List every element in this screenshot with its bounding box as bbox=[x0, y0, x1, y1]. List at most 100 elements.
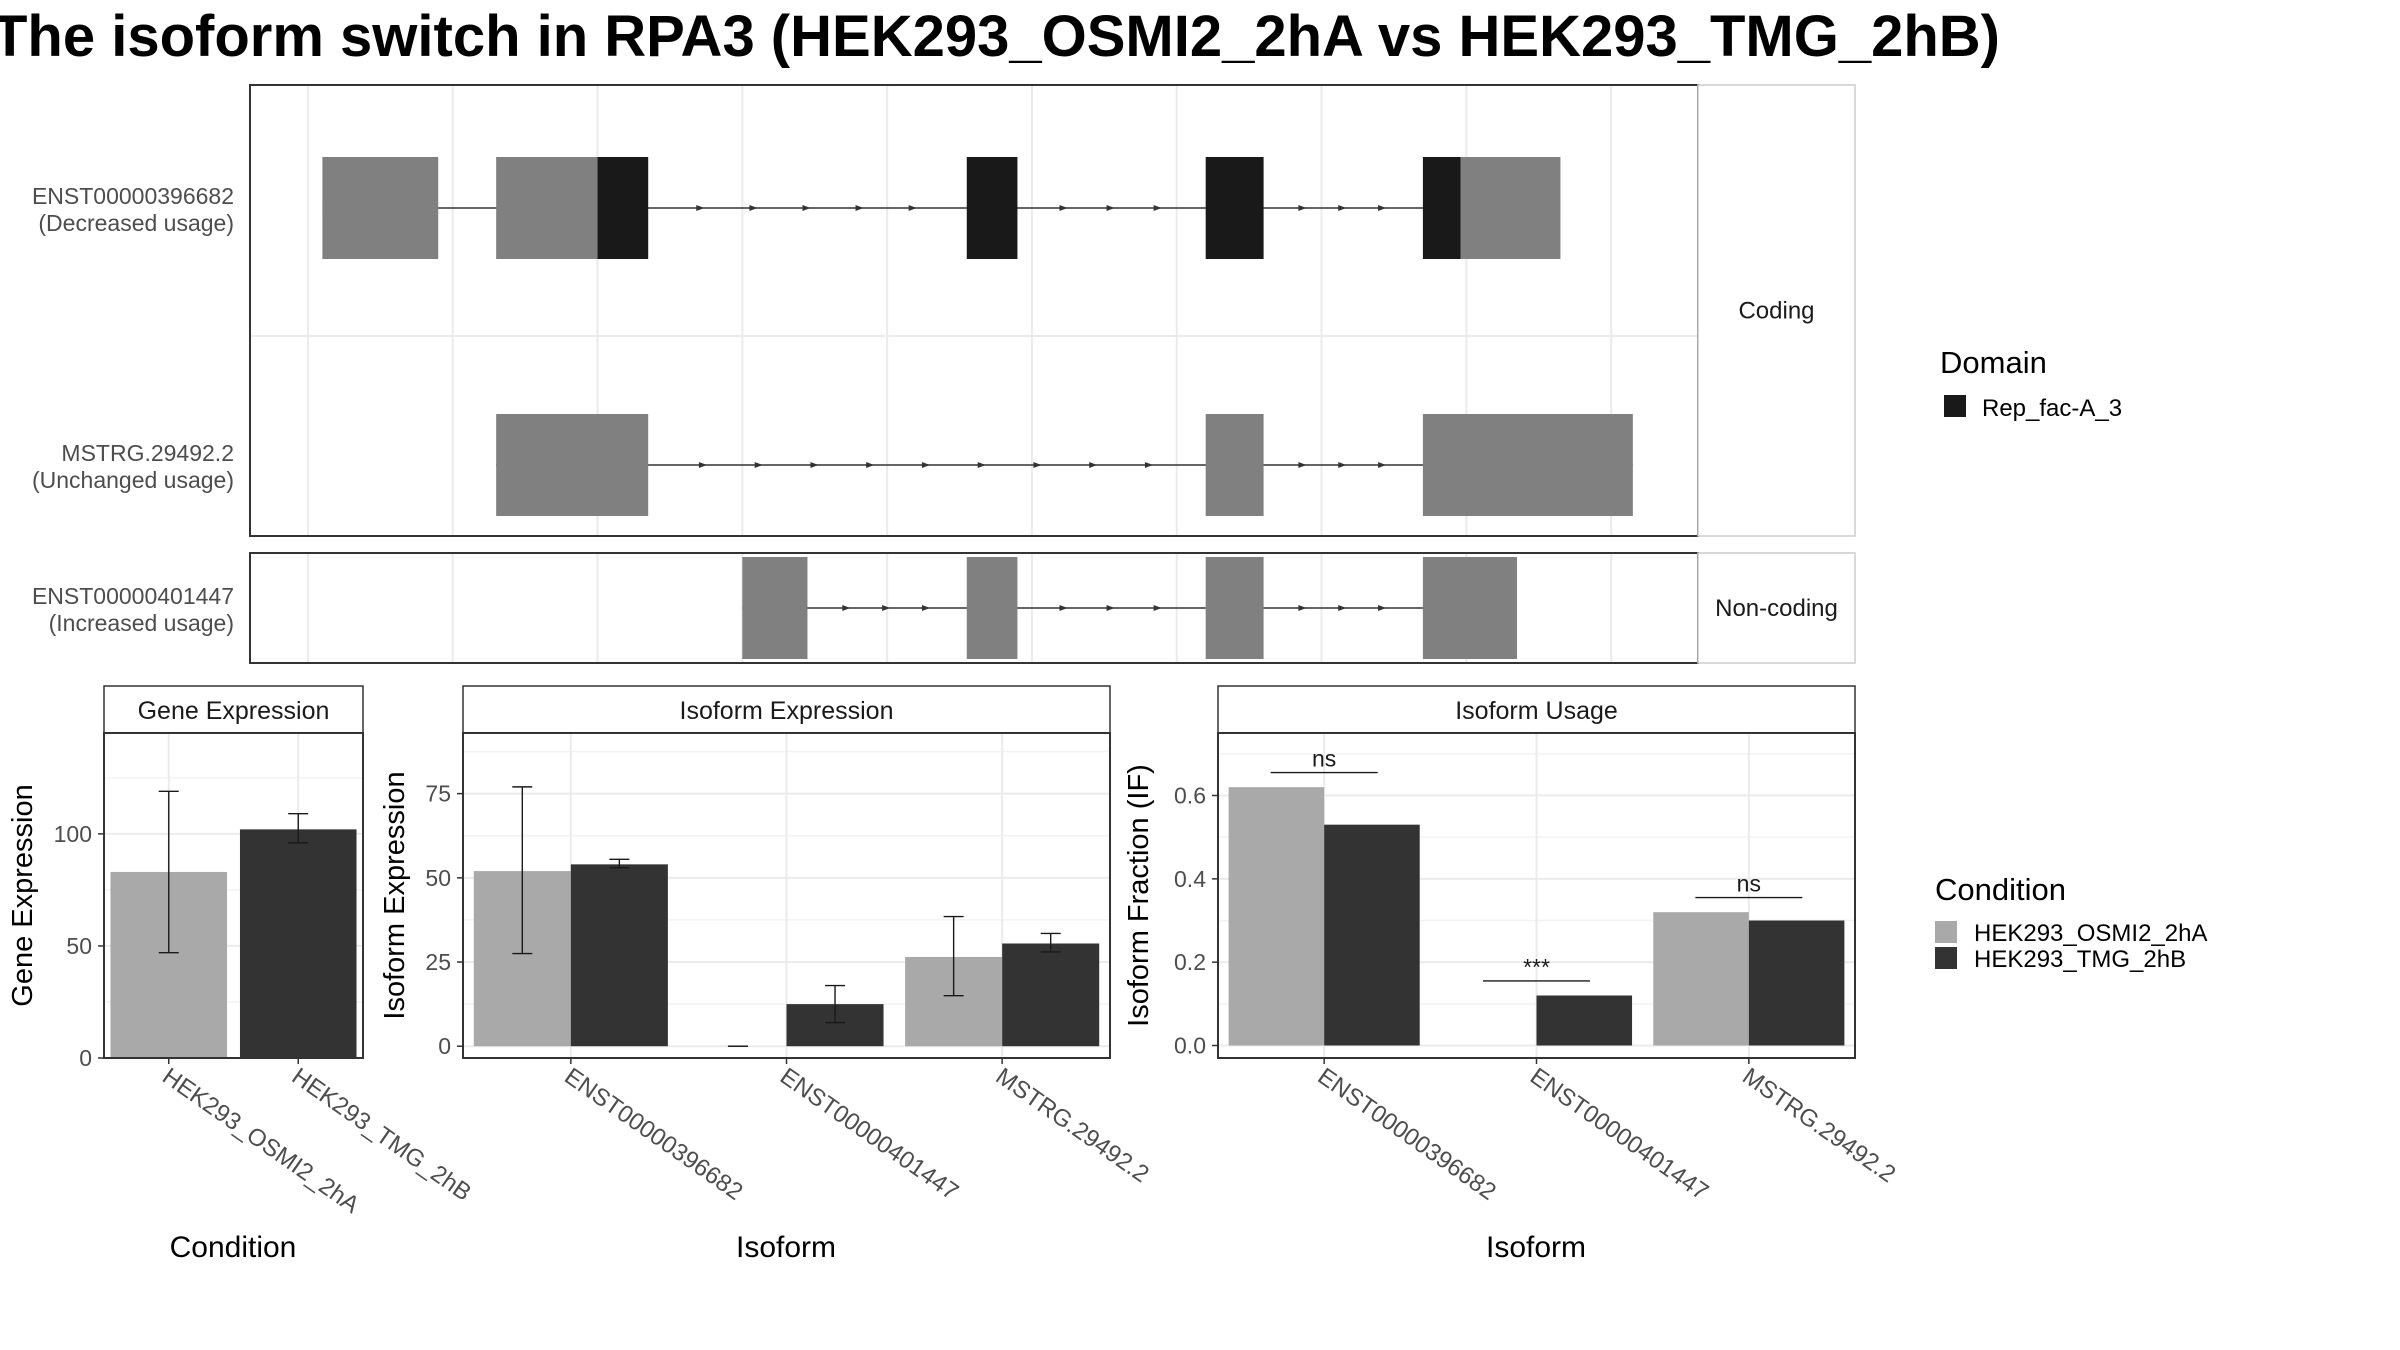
transcript-track bbox=[742, 557, 1517, 659]
y-tick-label: 75 bbox=[425, 781, 451, 807]
y-axis-label: Isoform Fraction (IF) bbox=[1123, 764, 1155, 1027]
panel-strip bbox=[103, 685, 364, 734]
legend-key bbox=[1935, 921, 1957, 943]
exon bbox=[1422, 414, 1633, 516]
transcript-track bbox=[322, 157, 1561, 259]
x-axis-label: Condition bbox=[170, 1231, 297, 1264]
x-axis-label: Isoform bbox=[1486, 1231, 1586, 1264]
intron-arrow bbox=[1106, 205, 1115, 211]
bar bbox=[1653, 912, 1749, 1046]
bar bbox=[1536, 995, 1633, 1046]
y-tick-label: 25 bbox=[425, 949, 451, 975]
cds-exon bbox=[577, 157, 598, 259]
intron-arrow bbox=[882, 605, 891, 611]
y-tick-label: 0 bbox=[438, 1033, 451, 1059]
x-tick-label: ENST00000396682 bbox=[1313, 1063, 1501, 1206]
exon bbox=[322, 157, 439, 259]
legend-label: Rep_fac-A_3 bbox=[1982, 395, 2122, 422]
transcript-usage-label: (Decreased usage) bbox=[38, 210, 234, 236]
intron-arrow bbox=[1153, 205, 1162, 211]
intron-arrow bbox=[810, 462, 819, 468]
intron-arrow bbox=[855, 205, 864, 211]
bar-plots: Gene Expression050100HEK293_OSMI2_2hAHEK… bbox=[7, 685, 1900, 1264]
intron-arrow bbox=[1059, 205, 1068, 211]
bar-panel-2: Isoform Expression 0 25 50 75 ENST00000396682… bbox=[379, 685, 1154, 1264]
intron-arrow bbox=[1144, 462, 1153, 468]
x-axis-label: Isoform bbox=[736, 1231, 836, 1264]
structure-panel-1: Non-coding bbox=[249, 552, 1856, 664]
intron-arrow bbox=[1059, 605, 1068, 611]
transcript-usage-label: (Increased usage) bbox=[49, 610, 234, 636]
domain-exon bbox=[597, 157, 649, 259]
intron-arrow bbox=[754, 462, 763, 468]
legends: Domain Rep_fac-A_3 Condition HEK293_OSMI2_2… bbox=[1935, 345, 2207, 973]
x-tick-label: ENST00000396682 bbox=[559, 1063, 747, 1206]
bar bbox=[1748, 920, 1845, 1046]
y-tick-label: 50 bbox=[66, 933, 92, 959]
legend-title: Condition bbox=[1935, 872, 2066, 907]
intron-arrow bbox=[1298, 462, 1307, 468]
legend-label: HEK293_OSMI2_2hA bbox=[1974, 920, 2207, 947]
bar bbox=[1002, 943, 1100, 1047]
legend-key bbox=[1944, 395, 1966, 417]
intron-arrow bbox=[866, 462, 875, 468]
intron-arrow bbox=[1089, 462, 1098, 468]
y-axis-label: Gene Expression bbox=[7, 784, 39, 1006]
gene-structure-plot: Coding ENST00000396682(Decreased usage) MS… bbox=[32, 84, 1856, 664]
exon bbox=[496, 414, 649, 516]
y-tick-label: 0.2 bbox=[1174, 949, 1206, 975]
significance-label: ns bbox=[1312, 746, 1336, 772]
y-tick-label: 0.6 bbox=[1174, 783, 1206, 809]
panel-title: Isoform Usage bbox=[1455, 697, 1618, 725]
intron-arrow bbox=[1378, 462, 1387, 468]
x-tick-label: ENST00000401447 bbox=[1525, 1063, 1713, 1206]
legend-key bbox=[1935, 947, 1957, 969]
y-tick-label: 50 bbox=[425, 865, 451, 891]
intron-arrow bbox=[1298, 605, 1307, 611]
y-tick-label: 0 bbox=[79, 1045, 92, 1071]
significance-label: ns bbox=[1737, 871, 1761, 897]
panel-border bbox=[103, 732, 364, 1059]
bar bbox=[1228, 787, 1325, 1046]
intron-arrow bbox=[1378, 205, 1387, 211]
domain-legend: Domain Rep_fac-A_3 bbox=[1940, 345, 2122, 422]
transcript-track bbox=[496, 414, 1633, 516]
intron-arrow bbox=[921, 462, 930, 468]
intron-arrow bbox=[842, 605, 851, 611]
panel-title: Isoform Expression bbox=[680, 697, 894, 725]
intron-arrow bbox=[977, 462, 986, 468]
structure-panel-0: Coding bbox=[249, 84, 1856, 537]
cds-exon bbox=[1460, 157, 1489, 259]
exon bbox=[966, 557, 1018, 659]
significance-label: *** bbox=[1523, 954, 1550, 980]
bar bbox=[570, 864, 668, 1047]
facet-strip bbox=[1697, 552, 1856, 664]
transcript-label: ENST00000396682 bbox=[32, 183, 234, 209]
exon bbox=[1205, 557, 1264, 659]
x-tick-label: MSTRG.29492.2 bbox=[1737, 1063, 1900, 1188]
domain-exon bbox=[1205, 157, 1264, 259]
panel-title: Gene Expression bbox=[138, 697, 330, 725]
domain-exon bbox=[966, 157, 1018, 259]
intron-arrow bbox=[1338, 605, 1347, 611]
transcript-usage-label: (Unchanged usage) bbox=[32, 467, 234, 493]
transcript-label: ENST00000401447 bbox=[32, 583, 234, 609]
intron-arrow bbox=[749, 205, 758, 211]
intron-arrow bbox=[1338, 462, 1347, 468]
transcript-label: MSTRG.29492.2 bbox=[61, 440, 234, 466]
intron-arrow bbox=[908, 205, 917, 211]
intron-arrow bbox=[1338, 205, 1347, 211]
y-tick-label: 0.0 bbox=[1174, 1033, 1206, 1059]
y-tick-label: 100 bbox=[54, 821, 92, 847]
y-tick-label: 0.4 bbox=[1174, 866, 1206, 892]
intron-arrow bbox=[696, 205, 705, 211]
intron-arrow bbox=[1378, 605, 1387, 611]
domain-exon bbox=[1422, 157, 1461, 259]
x-tick-label: ENST00000401447 bbox=[775, 1063, 963, 1206]
intron-arrow bbox=[921, 605, 930, 611]
facet-strip-label: Coding bbox=[1738, 298, 1814, 325]
legend-label: HEK293_TMG_2hB bbox=[1974, 946, 2186, 973]
exon bbox=[742, 557, 808, 659]
